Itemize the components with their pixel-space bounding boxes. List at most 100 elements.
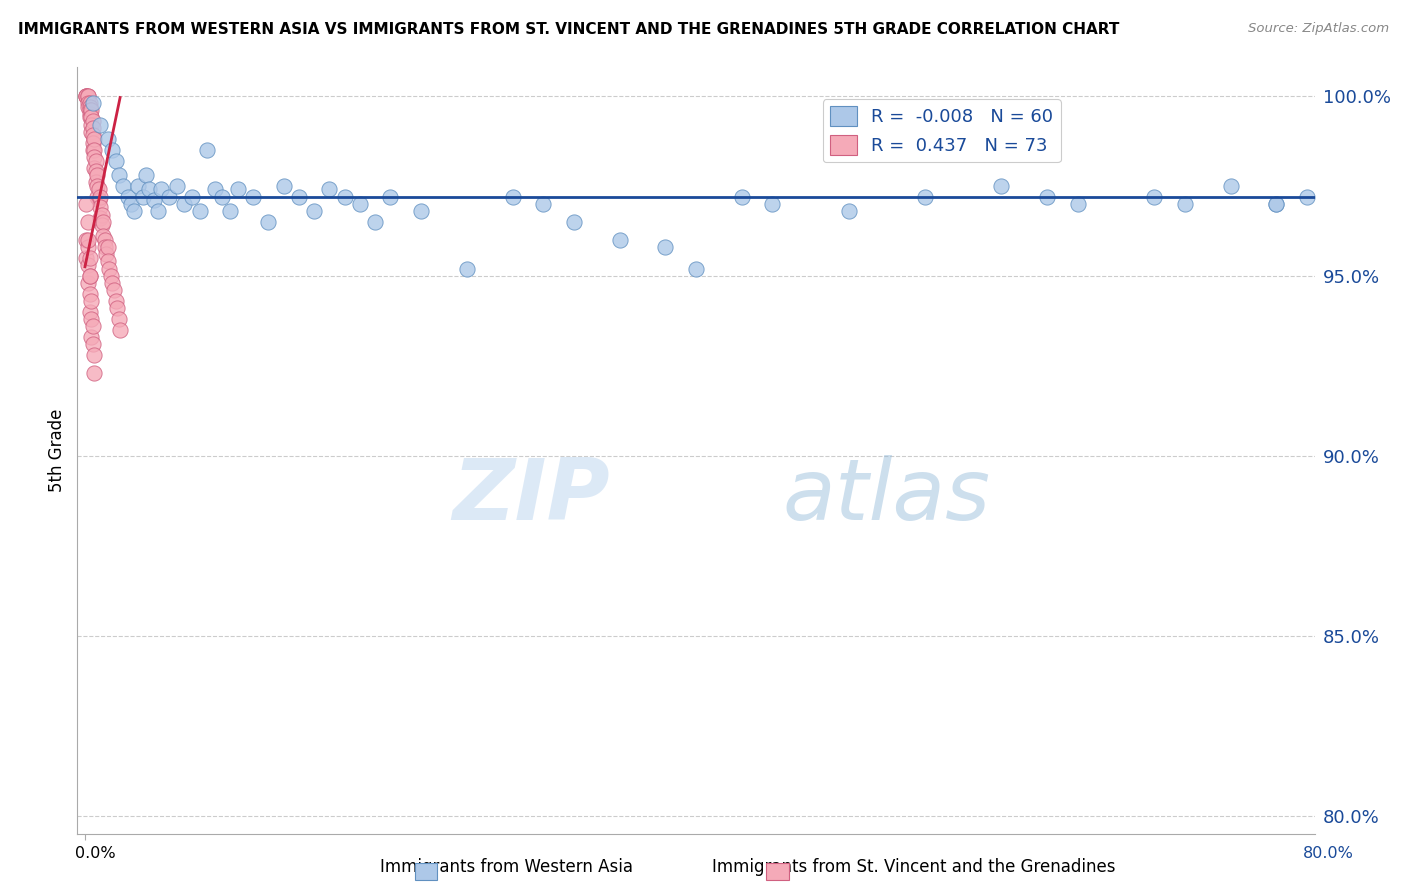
Point bbox=[79, 251, 101, 265]
Point bbox=[87, 193, 110, 207]
Point bbox=[76, 196, 98, 211]
Point bbox=[76, 233, 98, 247]
Point bbox=[82, 114, 104, 128]
Point bbox=[100, 268, 122, 283]
Point bbox=[89, 189, 111, 203]
Point bbox=[1265, 196, 1288, 211]
Point bbox=[531, 196, 554, 211]
Point bbox=[77, 95, 100, 110]
Point bbox=[1296, 189, 1319, 203]
Point bbox=[318, 182, 340, 196]
Point bbox=[77, 99, 100, 113]
Point bbox=[609, 233, 631, 247]
Point bbox=[349, 196, 371, 211]
Point bbox=[79, 286, 101, 301]
Point bbox=[90, 208, 112, 222]
Point bbox=[89, 211, 111, 226]
Point bbox=[502, 189, 524, 203]
Point bbox=[273, 178, 295, 193]
Point bbox=[288, 189, 311, 203]
Point bbox=[380, 189, 402, 203]
Point bbox=[120, 196, 142, 211]
Point bbox=[83, 161, 105, 175]
Point bbox=[83, 150, 105, 164]
Point bbox=[79, 95, 101, 110]
Point bbox=[96, 247, 118, 261]
Point bbox=[1174, 196, 1197, 211]
Point bbox=[456, 261, 478, 276]
Point bbox=[76, 88, 98, 103]
Point bbox=[103, 283, 125, 297]
Point bbox=[242, 189, 264, 203]
Text: IMMIGRANTS FROM WESTERN ASIA VS IMMIGRANTS FROM ST. VINCENT AND THE GRENADINES 5: IMMIGRANTS FROM WESTERN ASIA VS IMMIGRAN… bbox=[18, 22, 1119, 37]
Point bbox=[148, 204, 170, 219]
Point bbox=[1143, 189, 1166, 203]
Point bbox=[188, 204, 211, 219]
Point bbox=[990, 178, 1012, 193]
Point bbox=[127, 178, 149, 193]
Point bbox=[82, 95, 104, 110]
Point bbox=[89, 200, 111, 214]
Point bbox=[91, 229, 114, 244]
Point bbox=[79, 268, 101, 283]
Point bbox=[211, 189, 233, 203]
Point bbox=[104, 153, 127, 168]
Point bbox=[82, 319, 104, 334]
Text: 80.0%: 80.0% bbox=[1303, 847, 1354, 861]
Point bbox=[838, 204, 860, 219]
Point bbox=[77, 276, 100, 290]
Point bbox=[79, 111, 101, 125]
Point bbox=[761, 196, 783, 211]
Point bbox=[226, 182, 249, 196]
Point bbox=[94, 233, 117, 247]
Point bbox=[101, 276, 124, 290]
Point bbox=[97, 254, 120, 268]
Point bbox=[83, 366, 105, 380]
Point bbox=[101, 143, 124, 157]
Point bbox=[204, 182, 226, 196]
Point bbox=[97, 132, 120, 146]
Point bbox=[80, 103, 103, 117]
Point bbox=[80, 125, 103, 139]
Point bbox=[1036, 189, 1059, 203]
Point bbox=[89, 118, 111, 132]
Point bbox=[132, 189, 155, 203]
Point bbox=[97, 240, 120, 254]
Point bbox=[1067, 196, 1090, 211]
Point bbox=[685, 261, 707, 276]
Point bbox=[76, 88, 98, 103]
Point bbox=[364, 215, 387, 229]
Point bbox=[90, 219, 112, 233]
Point bbox=[138, 182, 160, 196]
Point bbox=[83, 143, 105, 157]
Point bbox=[195, 143, 218, 157]
Point bbox=[79, 103, 101, 117]
Text: Immigrants from St. Vincent and the Grenadines: Immigrants from St. Vincent and the Gren… bbox=[713, 858, 1115, 876]
Point bbox=[654, 240, 676, 254]
Point bbox=[112, 178, 135, 193]
Point bbox=[91, 215, 114, 229]
Point bbox=[77, 215, 100, 229]
Legend: R =  -0.008   N = 60, R =  0.437   N = 73: R = -0.008 N = 60, R = 0.437 N = 73 bbox=[823, 99, 1060, 162]
Point bbox=[173, 196, 195, 211]
Point bbox=[83, 132, 105, 146]
Point bbox=[84, 164, 107, 178]
Point bbox=[77, 88, 100, 103]
Point bbox=[80, 111, 103, 125]
Point bbox=[302, 204, 325, 219]
Point bbox=[83, 348, 105, 362]
Point bbox=[87, 182, 110, 196]
Point bbox=[82, 128, 104, 143]
Point bbox=[180, 189, 202, 203]
Y-axis label: 5th Grade: 5th Grade bbox=[48, 409, 66, 492]
Point bbox=[77, 240, 100, 254]
Point bbox=[77, 233, 100, 247]
Point bbox=[157, 189, 180, 203]
Point bbox=[77, 88, 100, 103]
Point bbox=[104, 293, 127, 308]
Point bbox=[135, 168, 157, 182]
Point bbox=[84, 175, 107, 189]
Text: Source: ZipAtlas.com: Source: ZipAtlas.com bbox=[1249, 22, 1389, 36]
Point bbox=[82, 121, 104, 136]
Point bbox=[84, 153, 107, 168]
